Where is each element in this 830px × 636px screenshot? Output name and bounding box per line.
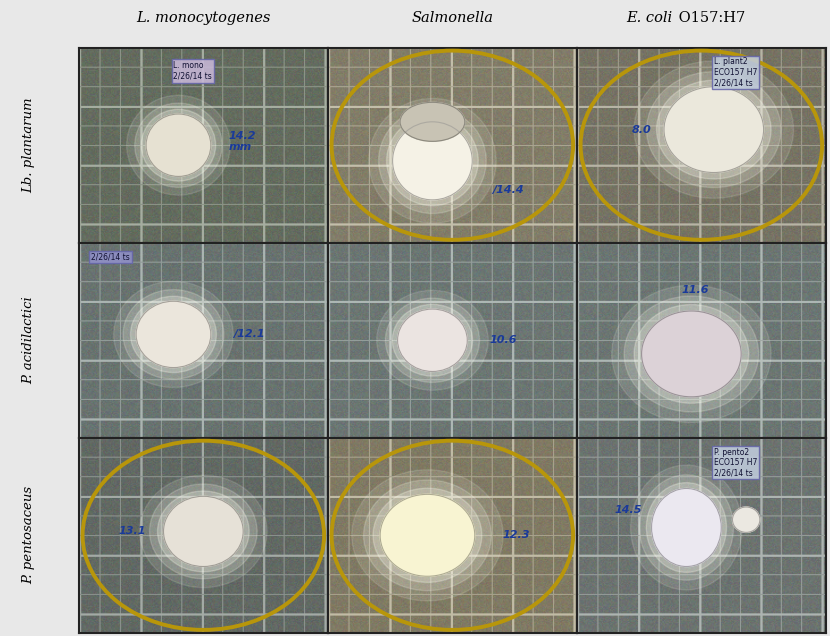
Text: /14.4: /14.4	[492, 185, 524, 195]
Ellipse shape	[139, 475, 267, 588]
Text: 12.3: 12.3	[502, 530, 530, 541]
Ellipse shape	[631, 465, 742, 590]
Ellipse shape	[352, 470, 503, 601]
Ellipse shape	[134, 103, 222, 188]
Text: 13.1: 13.1	[119, 527, 146, 536]
Ellipse shape	[378, 108, 486, 214]
Ellipse shape	[136, 301, 211, 368]
Ellipse shape	[130, 296, 217, 373]
Ellipse shape	[127, 95, 230, 195]
Text: E. coli: E. coli	[626, 11, 672, 25]
Ellipse shape	[393, 122, 472, 200]
Text: 14.2
mm: 14.2 mm	[228, 130, 256, 152]
Ellipse shape	[164, 496, 243, 567]
Ellipse shape	[400, 102, 465, 141]
Text: 10.6: 10.6	[490, 335, 517, 345]
Ellipse shape	[657, 80, 771, 179]
Text: P. pento2
ECO157 H7
2/26/14 ts: P. pento2 ECO157 H7 2/26/14 ts	[714, 448, 757, 478]
Ellipse shape	[612, 286, 771, 422]
Text: 8.0: 8.0	[632, 125, 652, 135]
Ellipse shape	[642, 311, 741, 397]
Ellipse shape	[647, 72, 781, 188]
Ellipse shape	[377, 290, 488, 391]
Ellipse shape	[387, 116, 478, 205]
Ellipse shape	[149, 484, 257, 579]
Ellipse shape	[652, 488, 721, 567]
Text: 2/26/14 ts: 2/26/14 ts	[91, 252, 130, 261]
Ellipse shape	[369, 99, 496, 223]
Ellipse shape	[393, 305, 472, 376]
Ellipse shape	[364, 480, 491, 591]
Ellipse shape	[385, 298, 480, 382]
Text: P. pentosaceus: P. pentosaceus	[22, 487, 36, 584]
Ellipse shape	[664, 86, 764, 172]
Ellipse shape	[114, 281, 233, 387]
Ellipse shape	[373, 488, 482, 583]
Text: Salmonella: Salmonella	[412, 11, 493, 25]
Text: P. acidilactici: P. acidilactici	[22, 296, 36, 384]
Ellipse shape	[141, 109, 216, 181]
Text: L. mono
2/26/14 ts: L. mono 2/26/14 ts	[173, 61, 212, 81]
Ellipse shape	[158, 491, 249, 572]
Ellipse shape	[380, 494, 475, 576]
Ellipse shape	[634, 61, 793, 198]
Ellipse shape	[647, 483, 726, 572]
Text: O157:H7: O157:H7	[674, 11, 745, 25]
Ellipse shape	[639, 475, 734, 580]
Ellipse shape	[624, 296, 759, 412]
Text: 11.6: 11.6	[681, 284, 709, 294]
Ellipse shape	[398, 309, 467, 371]
Text: /12.1: /12.1	[233, 329, 265, 340]
Text: 14.5: 14.5	[614, 505, 642, 515]
Ellipse shape	[732, 507, 760, 532]
Ellipse shape	[146, 114, 211, 176]
Text: L. plant2
ECO157 H7
2/26/14 ts: L. plant2 ECO157 H7 2/26/14 ts	[714, 57, 757, 87]
Text: Lb. plantarum: Lb. plantarum	[22, 97, 36, 193]
Ellipse shape	[634, 305, 749, 403]
Ellipse shape	[123, 289, 224, 379]
Text: L. monocytogenes: L. monocytogenes	[136, 11, 271, 25]
